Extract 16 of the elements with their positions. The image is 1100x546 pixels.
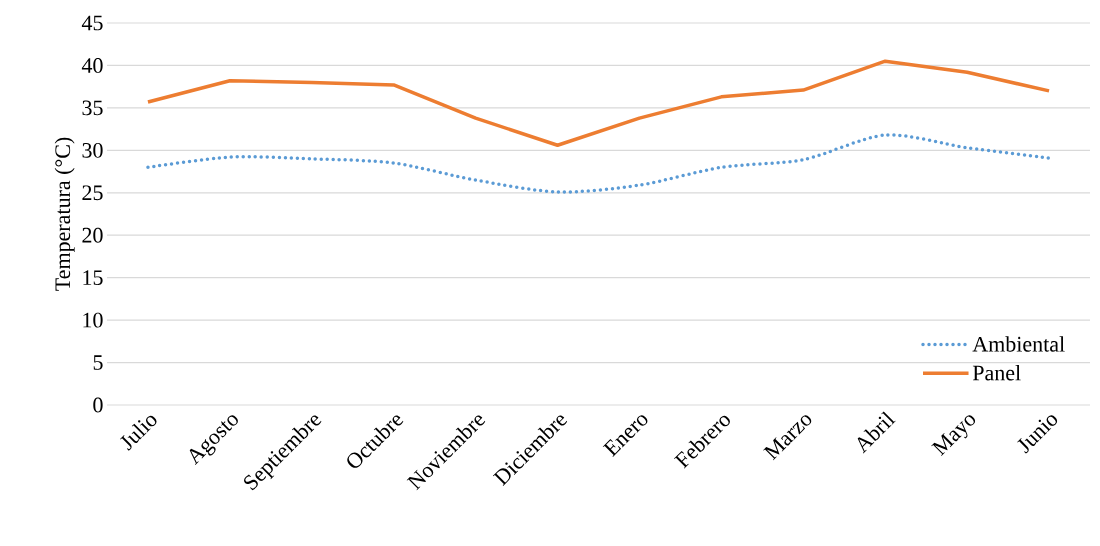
line-series bbox=[146, 59, 1051, 147]
legend-label: Panel bbox=[972, 364, 1021, 381]
y-tick-label: 5 bbox=[93, 355, 103, 370]
legend-label: Ambiental bbox=[972, 336, 1065, 352]
y-tick-label: 30 bbox=[82, 142, 103, 158]
y-tick-label: 45 bbox=[81, 15, 103, 31]
y-tick-label: 40 bbox=[81, 58, 103, 73]
y-tick-label: 0 bbox=[93, 397, 103, 413]
y-tick-label: 20 bbox=[82, 227, 103, 243]
line-series bbox=[146, 133, 1051, 194]
y-tick-label: 15 bbox=[83, 270, 103, 286]
y-tick-label: 25 bbox=[82, 185, 103, 201]
x-tick-label: Julio bbox=[120, 415, 157, 451]
y-axis-title: Temperatura (°C) bbox=[54, 137, 75, 291]
y-tick-label: 35 bbox=[82, 100, 103, 116]
y-tick-label: 10 bbox=[83, 312, 103, 328]
